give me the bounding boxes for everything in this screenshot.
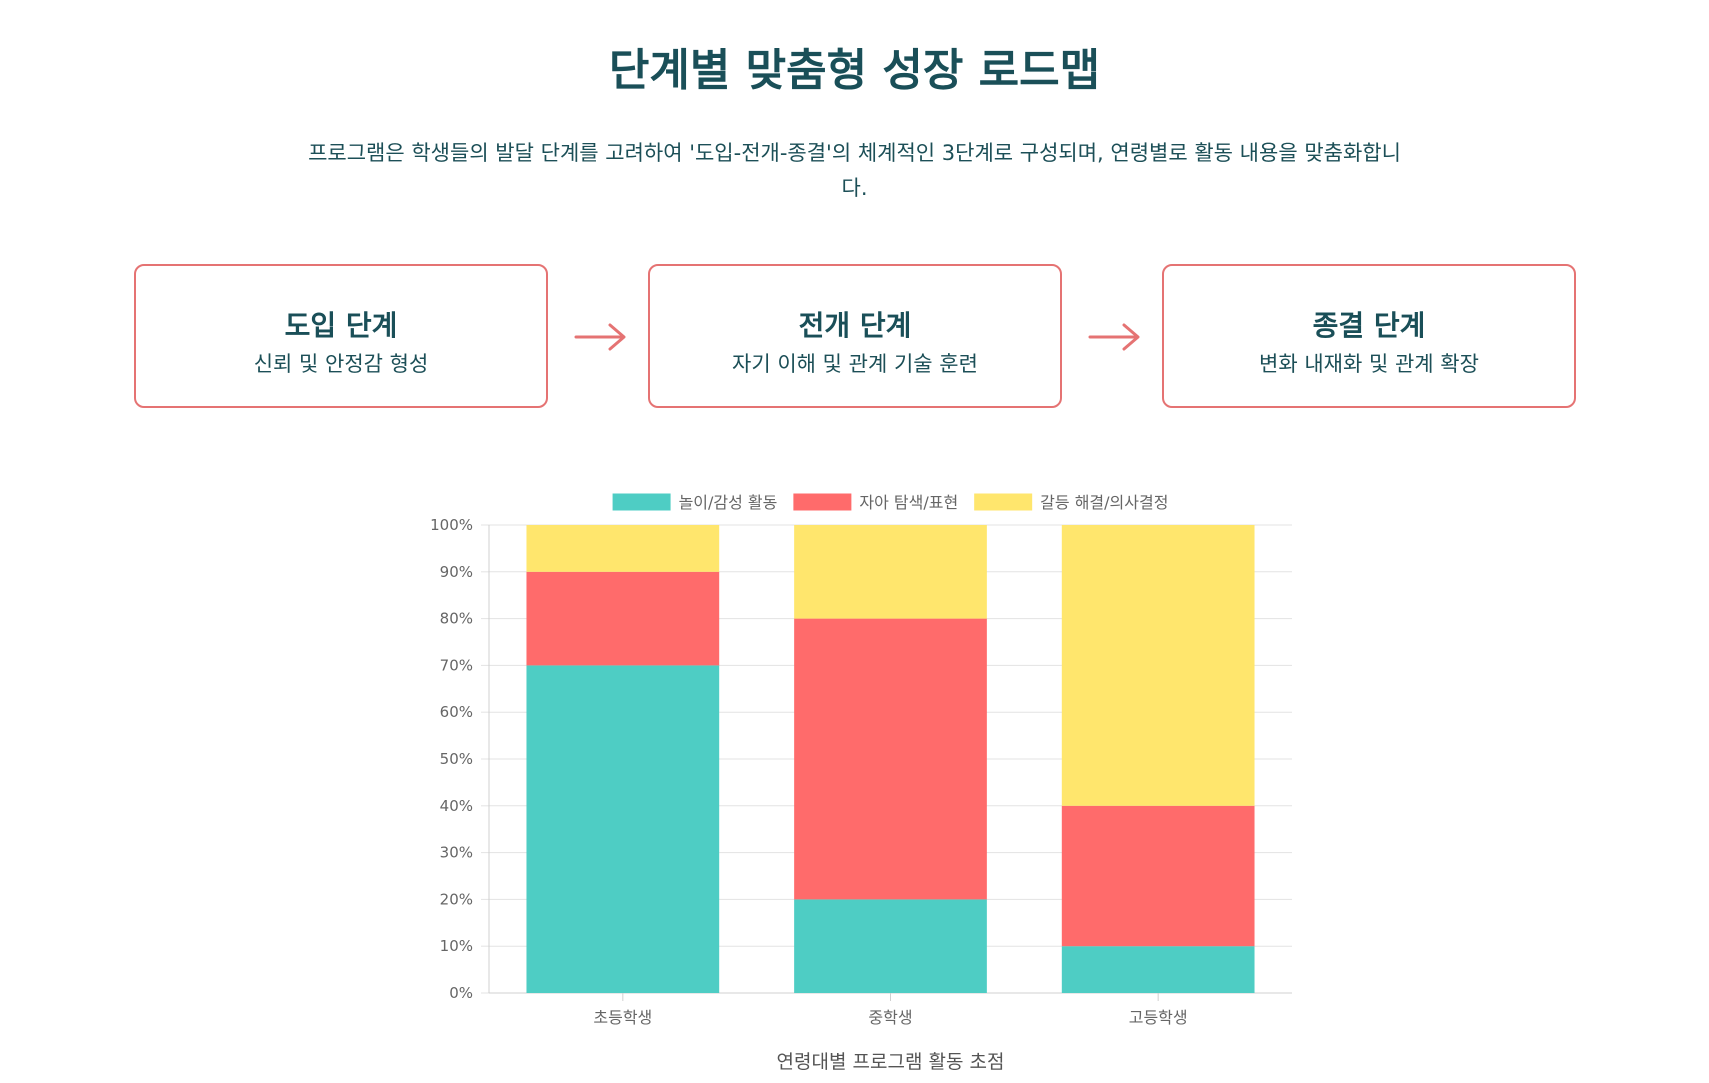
y-tick-label: 40% <box>440 797 473 815</box>
stage-title: 종결 단계 <box>1312 309 1426 342</box>
legend-swatch <box>974 493 1033 511</box>
stage-card-intro: 도입 단계 신뢰 및 안정감 형성 <box>134 264 548 408</box>
y-tick-label: 0% <box>449 984 473 1002</box>
stage-title: 도입 단계 <box>284 309 398 342</box>
y-tick-label: 30% <box>440 844 473 862</box>
legend-label: 놀이/감성 활동 <box>679 493 778 512</box>
arrow-right-icon <box>1088 323 1140 351</box>
bar-segment <box>526 665 720 993</box>
y-tick-label: 100% <box>430 516 473 534</box>
legend-swatch <box>793 493 852 511</box>
bar-segment <box>1061 805 1255 947</box>
bar-segment <box>794 525 987 619</box>
legend-label: 갈등 해결/의사결정 <box>1040 493 1168 512</box>
bar-segment <box>526 525 720 572</box>
intro-text: 프로그램은 학생들의 발달 단계를 고려하여 '도입-전개-종결'의 체계적인 … <box>308 141 1401 200</box>
stage-title: 전개 단계 <box>798 309 912 342</box>
bar-segment <box>794 618 987 900</box>
arrow-right-icon <box>574 323 626 351</box>
stage-card-closure: 종결 단계 변화 내재화 및 관계 확장 <box>1162 264 1576 408</box>
bar-segment <box>526 571 720 666</box>
y-tick-label: 50% <box>440 750 473 768</box>
y-tick-label: 70% <box>440 656 473 674</box>
stage-card-development: 전개 단계 자기 이해 및 관계 기술 훈련 <box>648 264 1062 408</box>
page-title: 단계별 맞춤형 성장 로드맵 <box>608 45 1101 96</box>
legend-swatch <box>612 493 671 511</box>
x-tick-label: 중학생 <box>868 1008 912 1027</box>
y-tick-label: 10% <box>440 937 473 955</box>
stage-description: 자기 이해 및 관계 기술 훈련 <box>732 352 978 376</box>
legend-label: 자아 탐색/표현 <box>859 493 958 512</box>
stage-description: 신뢰 및 안정감 형성 <box>253 352 429 376</box>
x-tick-label: 고등학생 <box>1129 1008 1188 1027</box>
y-tick-label: 60% <box>440 703 473 721</box>
bar-segment <box>794 899 987 993</box>
stage-description: 변화 내재화 및 관계 확장 <box>1259 352 1479 376</box>
x-axis-title: 연령대별 프로그램 활동 초점 <box>777 1051 1005 1073</box>
y-tick-label: 80% <box>440 610 473 628</box>
y-tick-label: 90% <box>440 563 473 581</box>
bar-segment <box>1061 946 1255 993</box>
y-tick-label: 20% <box>440 890 473 908</box>
bar-segment <box>1061 525 1255 806</box>
x-tick-label: 초등학생 <box>593 1008 652 1027</box>
